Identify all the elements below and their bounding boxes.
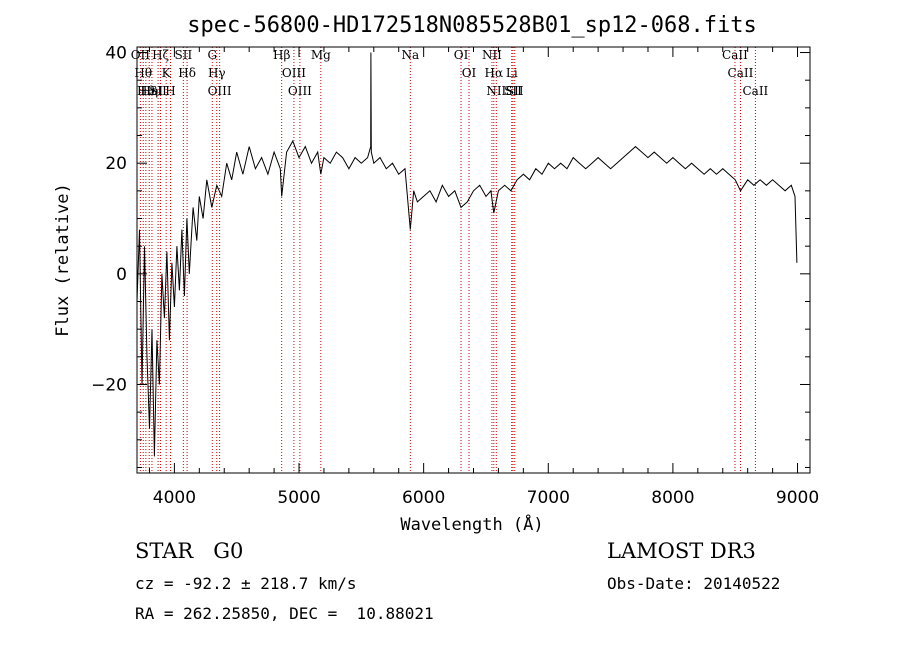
line-marker-label-2: Hθ (137, 84, 155, 98)
line-marker-label-18: Na (401, 48, 419, 62)
line-marker-label-22: Hα (485, 66, 504, 80)
line-marker-label-29: CaII (742, 84, 768, 98)
line-marker-label-13: OIII (208, 84, 232, 98)
line-marker-label-20: OI (462, 66, 477, 80)
emission-line-markers (139, 47, 756, 473)
y-tick-label-20: 20 (105, 154, 127, 174)
spectrum-line (136, 52, 798, 457)
x-tick-label-5000: 5000 (277, 488, 320, 508)
line-marker-label-0: OII (131, 48, 151, 62)
line-marker-label-9: SII (175, 48, 193, 62)
y-tick-label-40: 40 (105, 44, 127, 64)
chart-title: spec-56800-HD172518N085528B01_sp12-068.f… (187, 13, 757, 38)
line-marker-label-14: Hβ (273, 48, 290, 62)
redshift-cz: cz = -92.2 ± 218.7 km/s (135, 574, 357, 593)
line-marker-label-5: SII (149, 84, 167, 98)
line-marker-label-15: OIII (282, 66, 306, 80)
line-marker-label-1: Hθ (134, 66, 152, 80)
x-tick-label-6000: 6000 (402, 488, 445, 508)
x-tick-label-7000: 7000 (527, 488, 570, 508)
line-marker-label-16: OIII (288, 84, 312, 98)
line-marker-label-11: G (207, 48, 217, 62)
x-tick-label-9000: 9000 (776, 488, 819, 508)
line-marker-label-4: HeI (141, 84, 164, 98)
line-marker-label-21: NII (482, 48, 502, 62)
line-marker-label-7: K (162, 66, 172, 80)
line-marker-label-19: OI (454, 48, 469, 62)
line-marker-label-10: Hδ (178, 66, 196, 80)
line-marker-label-8: H (165, 84, 175, 98)
y-tick-label-0: 0 (116, 265, 127, 285)
x-tick-label-4000: 4000 (153, 488, 196, 508)
axis-ticks: 4000 5000 6000 7000 8000 9000 −20 0 20 40 (91, 44, 819, 508)
line-marker-label-25: SII (504, 84, 522, 98)
line-marker-label-3: Hη (140, 84, 158, 98)
line-marker-label-28: CaII (728, 66, 754, 80)
coordinates: RA = 262.25850, DEC = 10.88021 (135, 604, 434, 623)
line-marker-label-26: SII (506, 84, 524, 98)
survey-name: LAMOST DR3 (607, 539, 756, 563)
line-marker-label-6: Hζ (152, 48, 169, 62)
observation-date: Obs-Date: 20140522 (607, 574, 781, 593)
line-marker-label-17: Mg (311, 48, 331, 62)
line-marker-label-23: NII (486, 84, 506, 98)
line-marker-label-27: CaII (722, 48, 748, 62)
object-class: STAR G0 (135, 539, 244, 563)
plot-frame (136, 46, 811, 474)
spectrum-series (136, 52, 798, 457)
emission-line-labels: OIIHθHθHηHeISIIHζKHSIIHδGHγOIIIHβOIIIOII… (131, 48, 769, 98)
line-marker-label-24: Li (506, 66, 518, 80)
x-axis-label: Wavelength (Å) (400, 513, 543, 535)
line-marker-label-12: Hγ (208, 66, 226, 80)
y-axis-label: Flux (relative) (53, 183, 73, 337)
x-tick-label-8000: 8000 (651, 488, 694, 508)
y-tick-label--20: −20 (91, 375, 127, 395)
